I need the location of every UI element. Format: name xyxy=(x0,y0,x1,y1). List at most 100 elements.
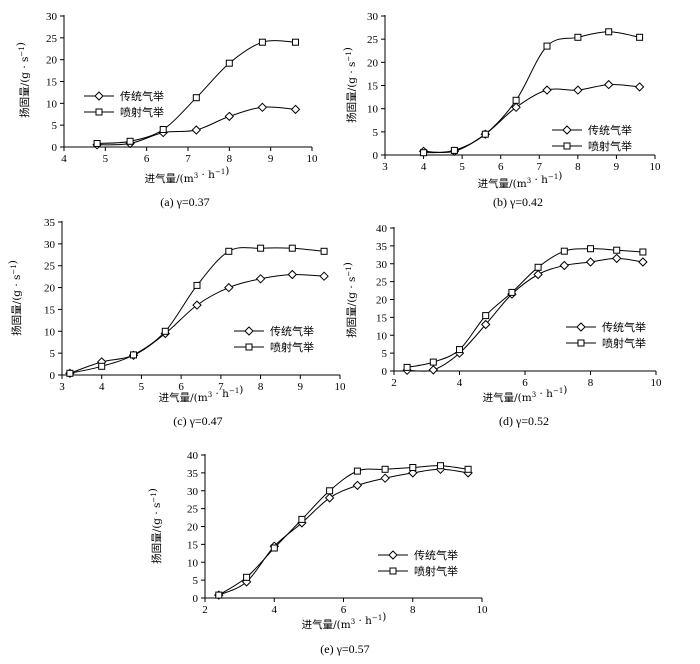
data-point xyxy=(381,465,389,473)
y-tick-label: 5 xyxy=(193,575,199,587)
data-point xyxy=(319,271,329,281)
x-axis-label: 进气量/(m3 · h−1) xyxy=(145,165,230,185)
x-axis-label: 进气量/(m3 · h−1) xyxy=(483,384,568,404)
x-tick-label: 10 xyxy=(307,153,319,165)
data-point xyxy=(420,149,428,157)
x-tick-label: 8 xyxy=(410,604,416,616)
data-point xyxy=(543,42,551,50)
x-tick-label: 6 xyxy=(498,161,504,173)
data-point xyxy=(574,33,582,41)
y-tick-label: 10 xyxy=(46,98,58,110)
data-point xyxy=(192,300,202,310)
y-tick-label: 20 xyxy=(187,522,199,534)
y-axis-label: 扬固量/(g · s−1) xyxy=(15,42,31,118)
x-tick-label: 7 xyxy=(185,153,191,165)
x-tick-label: 3 xyxy=(382,161,388,173)
y-tick-label: 0 xyxy=(193,593,199,605)
x-tick-label: 9 xyxy=(268,153,274,165)
legend-label: 传统气举 xyxy=(588,123,632,137)
data-point xyxy=(634,82,645,92)
data-point xyxy=(482,312,490,320)
x-tick-label: 8 xyxy=(258,381,264,393)
y-tick-label: 30 xyxy=(187,486,199,498)
y-tick-label: 15 xyxy=(187,539,199,551)
data-point xyxy=(450,146,458,154)
data-point xyxy=(159,126,167,133)
series-jet-gas-lift xyxy=(403,245,647,371)
y-tick-label: 25 xyxy=(187,504,199,516)
legend-label: 喷射气举 xyxy=(270,340,314,354)
y-tick-label: 20 xyxy=(44,283,56,295)
data-point xyxy=(512,96,520,104)
data-point xyxy=(270,544,278,552)
data-point xyxy=(288,244,296,252)
y-tick-label: 10 xyxy=(44,326,56,338)
x-tick-label: 8 xyxy=(588,377,594,389)
data-point xyxy=(215,591,223,599)
data-point xyxy=(258,38,266,46)
panel-caption: (a) γ=0.37 xyxy=(160,195,209,209)
data-point xyxy=(613,246,621,254)
series-line xyxy=(218,468,469,596)
y-axis-label: 扬固量/(g · s−1) xyxy=(7,260,23,336)
y-tick-label: 5 xyxy=(52,120,58,132)
x-tick-label: 6 xyxy=(178,381,184,393)
x-tick-label: 2 xyxy=(202,604,208,616)
data-point xyxy=(409,464,417,471)
y-tick-label: 30 xyxy=(376,259,388,271)
panel-caption: (d) γ=0.52 xyxy=(499,414,549,428)
y-tick-label: 25 xyxy=(46,33,58,45)
data-point xyxy=(605,28,613,36)
panel-caption: (c) γ=0.47 xyxy=(173,414,222,428)
data-point xyxy=(192,94,200,102)
x-tick-label: 5 xyxy=(139,381,145,393)
data-point xyxy=(573,85,583,95)
x-tick-label: 9 xyxy=(298,381,304,393)
y-tick-label: 0 xyxy=(52,142,58,154)
y-tick-label: 10 xyxy=(187,557,199,569)
legend-marker-square-icon xyxy=(95,108,103,116)
data-point xyxy=(298,515,306,523)
y-tick-label: 25 xyxy=(44,261,56,273)
data-point xyxy=(585,257,596,267)
data-point xyxy=(429,358,437,366)
x-tick-label: 4 xyxy=(457,377,463,389)
x-tick-label: 10 xyxy=(651,377,663,389)
x-axis-label: 进气量/(m3 · h−1) xyxy=(159,384,244,404)
legend-marker-square-icon xyxy=(389,567,397,575)
data-point xyxy=(437,462,444,470)
series-conventional-gas-lift xyxy=(214,464,473,600)
legend-label: 传统气举 xyxy=(270,324,314,338)
data-point xyxy=(380,473,390,483)
data-point xyxy=(508,288,516,296)
y-tick-label: 0 xyxy=(373,150,379,162)
series-line xyxy=(69,273,325,374)
x-tick-label: 9 xyxy=(614,161,620,173)
x-tick-label: 4 xyxy=(421,161,427,173)
y-tick-label: 5 xyxy=(50,348,56,360)
y-tick-label: 30 xyxy=(44,239,56,251)
data-point xyxy=(542,85,552,95)
data-point xyxy=(603,79,614,90)
y-tick-label: 5 xyxy=(373,127,379,139)
legend-label: 喷射气举 xyxy=(588,139,632,153)
x-axis-label: 进气量/(m3 · h−1) xyxy=(302,611,387,631)
data-point xyxy=(224,282,234,293)
x-tick-label: 8 xyxy=(575,161,581,173)
data-point xyxy=(126,137,134,145)
data-point xyxy=(587,245,594,253)
legend-marker-diamond-icon xyxy=(388,550,398,560)
panel-caption: (e) γ=0.57 xyxy=(320,642,369,656)
series-jet-gas-lift xyxy=(93,38,299,147)
x-tick-label: 7 xyxy=(537,161,543,173)
legend-marker-square-icon xyxy=(245,343,253,351)
legend-marker-diamond-icon xyxy=(576,322,586,332)
series-line xyxy=(407,257,643,372)
data-point xyxy=(98,362,106,370)
